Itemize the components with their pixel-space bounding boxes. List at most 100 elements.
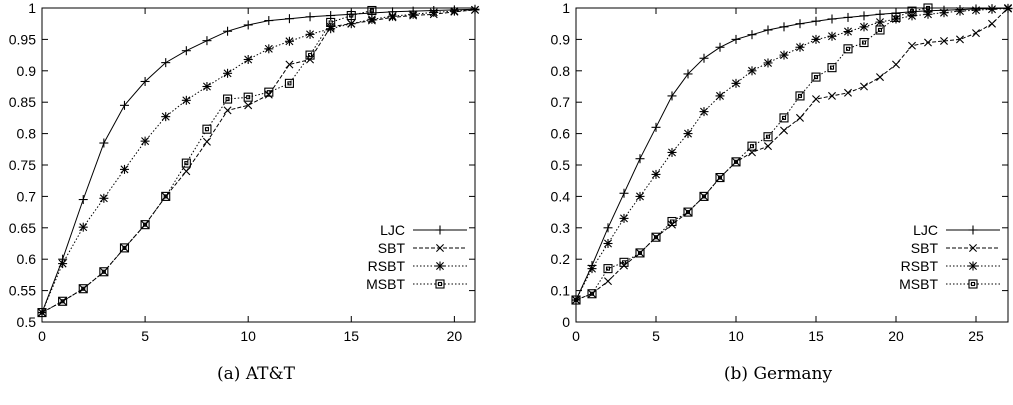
point-msbt bbox=[202, 124, 212, 134]
series-line-ljc bbox=[41, 8, 476, 313]
point-msbt bbox=[284, 78, 294, 88]
point-msbt bbox=[683, 207, 693, 217]
point-sbt bbox=[588, 289, 596, 298]
point-msbt bbox=[223, 94, 233, 104]
point-sbt bbox=[908, 41, 916, 50]
series-line-msbt bbox=[41, 10, 373, 314]
x-tick-label: 15 bbox=[808, 328, 824, 344]
point-rsbt bbox=[971, 5, 981, 15]
y-tick-label: 0.65 bbox=[9, 220, 36, 236]
point-ljc bbox=[699, 53, 709, 63]
point-rsbt bbox=[223, 68, 233, 78]
point-rsbt bbox=[939, 8, 949, 18]
point-rsbt bbox=[346, 19, 356, 29]
point-rsbt bbox=[763, 58, 773, 68]
series-line-msbt bbox=[575, 7, 929, 301]
y-tick-label: 0.6 bbox=[17, 251, 37, 267]
point-sbt bbox=[620, 261, 628, 270]
legend-marker-sbt bbox=[436, 244, 444, 252]
point-msbt bbox=[923, 3, 933, 13]
legend-label-msbt: MSBT bbox=[899, 276, 938, 292]
point-msbt bbox=[843, 44, 853, 54]
point-ljc bbox=[747, 30, 757, 40]
point-msbt bbox=[619, 257, 629, 267]
point-ljc bbox=[99, 138, 109, 148]
x-tick-label: 20 bbox=[447, 328, 463, 344]
point-rsbt bbox=[181, 95, 191, 105]
point-sbt bbox=[732, 157, 740, 166]
point-rsbt bbox=[571, 295, 581, 305]
point-msbt bbox=[603, 264, 613, 274]
point-rsbt bbox=[78, 222, 88, 232]
point-msbt bbox=[99, 267, 109, 277]
y-tick-label: 0 bbox=[562, 314, 570, 330]
point-rsbt bbox=[1003, 4, 1013, 14]
legend-marker-msbt bbox=[968, 279, 978, 289]
point-ljc bbox=[243, 20, 253, 30]
point-msbt bbox=[699, 191, 709, 201]
series-line-sbt bbox=[575, 7, 1009, 301]
point-ljc bbox=[827, 14, 837, 24]
point-ljc bbox=[683, 69, 693, 79]
point-msbt bbox=[367, 5, 377, 16]
point-msbt bbox=[587, 289, 597, 299]
point-msbt bbox=[795, 91, 805, 101]
point-rsbt bbox=[667, 147, 677, 157]
point-rsbt bbox=[408, 9, 418, 19]
point-sbt bbox=[892, 60, 900, 69]
point-rsbt bbox=[715, 91, 725, 101]
point-msbt bbox=[346, 10, 356, 21]
y-tick-label: 0.6 bbox=[551, 126, 571, 142]
point-ljc bbox=[78, 195, 88, 205]
point-rsbt bbox=[429, 7, 439, 17]
y-tick-label: 0.4 bbox=[551, 188, 571, 204]
point-rsbt bbox=[683, 129, 693, 139]
point-msbt bbox=[264, 87, 274, 97]
point-sbt bbox=[58, 297, 67, 306]
point-msbt bbox=[326, 17, 336, 27]
point-msbt bbox=[907, 6, 917, 16]
point-msbt bbox=[715, 173, 725, 183]
point-msbt bbox=[667, 216, 677, 227]
legend-label-rsbt: RSBT bbox=[368, 258, 406, 274]
series-line-rsbt bbox=[41, 9, 476, 313]
legend-label-sbt: SBT bbox=[911, 240, 939, 256]
point-msbt bbox=[763, 132, 773, 142]
point-sbt bbox=[264, 90, 273, 99]
point-sbt bbox=[244, 101, 253, 110]
point-msbt bbox=[571, 295, 581, 305]
legend-marker-msbt bbox=[435, 279, 445, 289]
point-msbt bbox=[37, 308, 47, 318]
point-ljc bbox=[161, 58, 171, 68]
point-ljc bbox=[763, 25, 773, 35]
point-ljc bbox=[667, 91, 677, 101]
point-sbt bbox=[780, 126, 788, 135]
x-tick-label: 5 bbox=[141, 328, 149, 344]
y-tick-label: 0.8 bbox=[17, 126, 37, 142]
point-rsbt bbox=[619, 213, 629, 223]
point-rsbt bbox=[987, 4, 997, 14]
point-sbt bbox=[924, 38, 932, 47]
point-ljc bbox=[715, 42, 725, 52]
legend-marker-sbt bbox=[969, 244, 977, 252]
point-sbt bbox=[764, 142, 772, 151]
y-tick-label: 0.95 bbox=[9, 31, 36, 47]
y-tick-label: 0.5 bbox=[551, 157, 571, 173]
point-sbt bbox=[812, 95, 820, 104]
x-tick-label: 0 bbox=[572, 328, 580, 344]
legend-label-msbt: MSBT bbox=[366, 276, 405, 292]
point-sbt bbox=[79, 284, 88, 293]
point-rsbt bbox=[827, 31, 837, 41]
y-tick-label: 0.7 bbox=[17, 188, 37, 204]
point-msbt bbox=[811, 72, 821, 82]
x-tick-label: 5 bbox=[652, 328, 660, 344]
point-ljc bbox=[603, 223, 613, 233]
point-sbt bbox=[972, 29, 980, 38]
point-sbt bbox=[285, 60, 294, 69]
point-ljc bbox=[202, 36, 212, 46]
point-msbt bbox=[78, 284, 88, 294]
point-ljc bbox=[843, 12, 853, 22]
point-ljc bbox=[119, 100, 129, 110]
